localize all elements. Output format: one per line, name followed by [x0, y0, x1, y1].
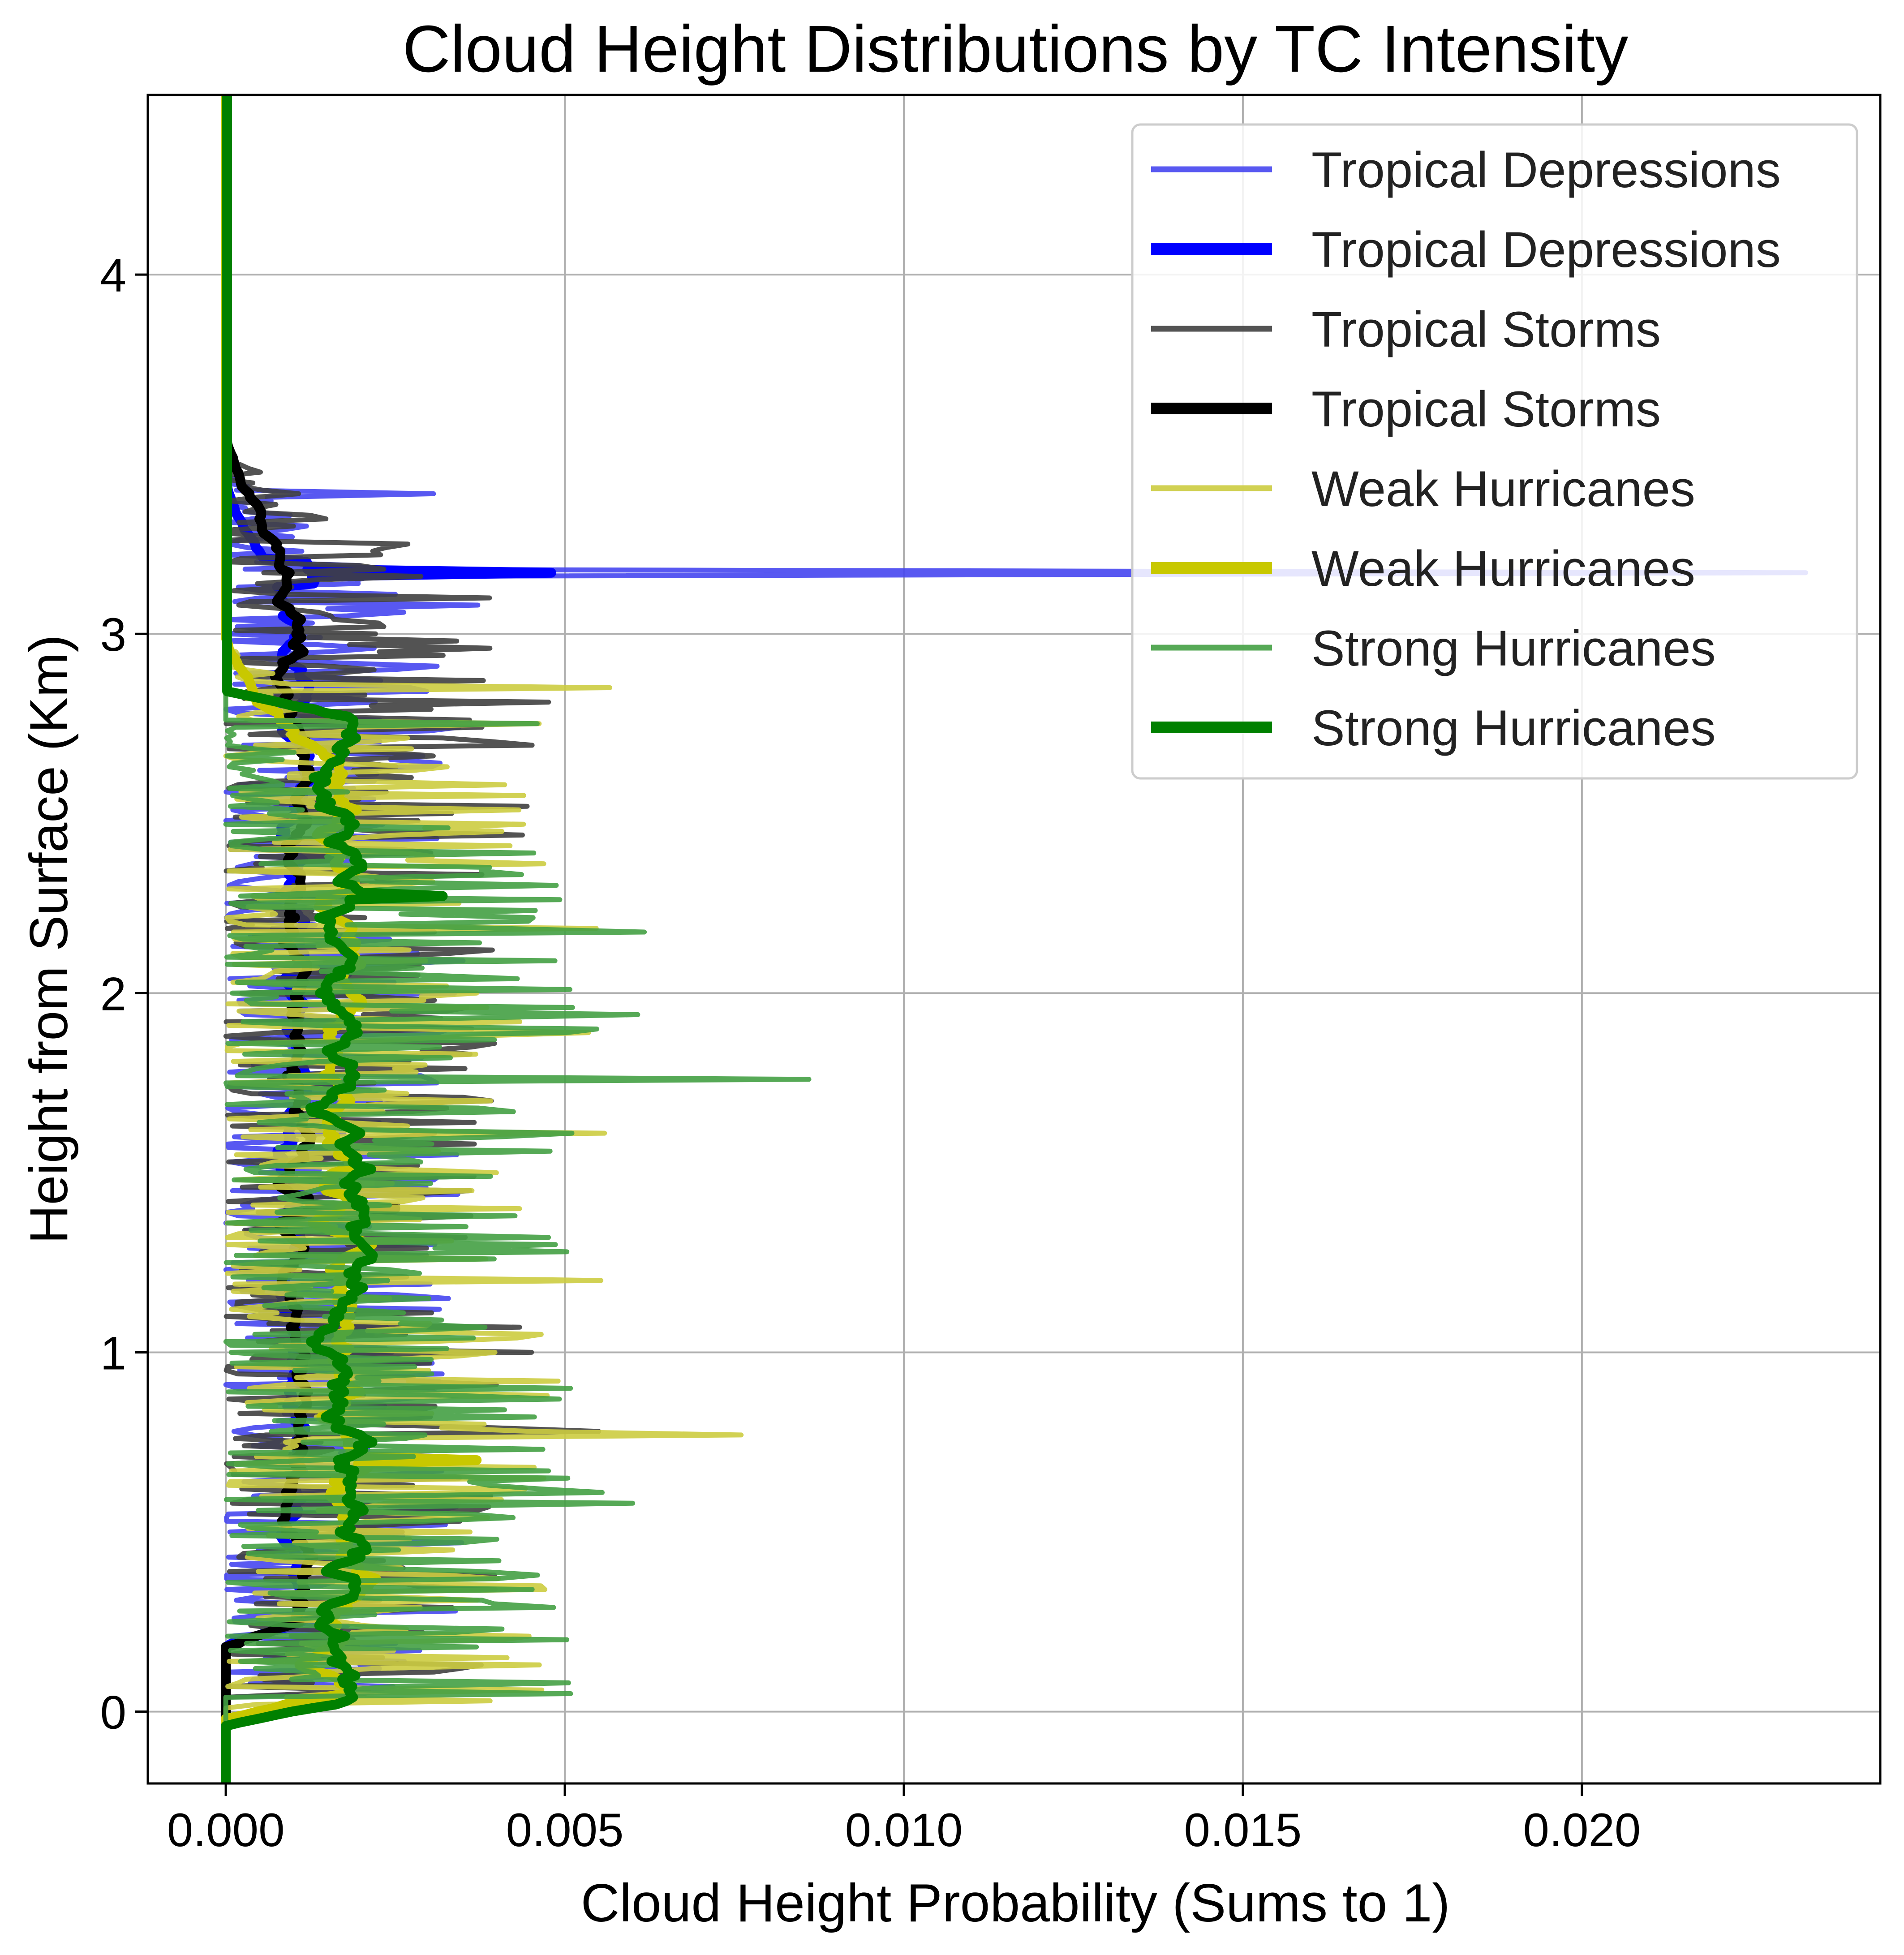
y-tick-label: 4: [100, 249, 126, 302]
x-tick-label: 0.010: [845, 1804, 963, 1856]
y-tick-label: 2: [100, 968, 126, 1020]
legend-label: Strong Hurricanes: [1311, 620, 1716, 676]
y-tick-label: 3: [100, 609, 126, 661]
x-tick-label: 0.005: [506, 1804, 624, 1856]
x-axis-label: Cloud Height Probability (Sums to 1): [581, 1873, 1450, 1933]
legend-label: Weak Hurricanes: [1311, 541, 1695, 597]
legend-label: Tropical Storms: [1311, 301, 1661, 357]
y-tick-label: 0: [100, 1687, 126, 1739]
series-line-7: [221, 95, 448, 1783]
plot-area: [221, 95, 1808, 1783]
x-tick-label: 0.020: [1523, 1804, 1641, 1856]
legend-label: Weak Hurricanes: [1311, 461, 1695, 517]
series-layer: [221, 95, 1808, 1783]
y-tick-label: 1: [100, 1327, 126, 1379]
x-axis-ticks: 0.000 0.005 0.010 0.015 0.020: [167, 1783, 1641, 1856]
y-axis-label: Height from Surface (Km): [19, 635, 79, 1244]
x-tick-label: 0.000: [167, 1804, 285, 1856]
legend-label: Tropical Depressions: [1311, 142, 1781, 198]
legend: Tropical Depressions Tropical Depressions…: [1131, 123, 1858, 780]
legend-label: Tropical Depressions: [1311, 222, 1781, 278]
legend-box: [1131, 123, 1858, 780]
legend-label: Tropical Storms: [1311, 381, 1661, 437]
axes-frame: [146, 94, 1882, 1785]
legend-label: Strong Hurricanes: [1311, 700, 1716, 756]
chart-title: Cloud Height Distributions by TC Intensi…: [403, 12, 1628, 86]
x-tick-label: 0.015: [1184, 1804, 1302, 1856]
y-axis-ticks: 0 1 2 3 4: [100, 249, 148, 1739]
